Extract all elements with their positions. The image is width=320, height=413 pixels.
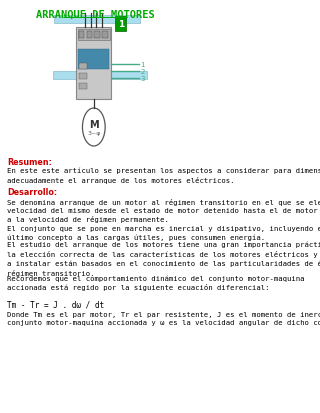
FancyBboxPatch shape [94,32,100,39]
Text: 1: 1 [140,62,145,68]
FancyBboxPatch shape [78,50,109,70]
Text: En este este artículo se presentan los aspectos a considerar para dimensionar
ad: En este este artículo se presentan los a… [7,168,320,183]
Text: 2: 2 [140,69,145,75]
Text: 3~φ: 3~φ [87,130,100,135]
Text: 3: 3 [140,76,145,82]
FancyBboxPatch shape [54,16,140,24]
FancyBboxPatch shape [102,32,108,39]
FancyBboxPatch shape [76,28,111,100]
Text: 1: 1 [117,20,124,29]
Circle shape [83,109,105,147]
Text: Tm - Tr = J . dω / dt: Tm - Tr = J . dω / dt [7,299,104,308]
FancyBboxPatch shape [87,32,92,39]
FancyBboxPatch shape [79,32,84,39]
FancyBboxPatch shape [79,64,87,70]
Text: Se denomina arranque de un motor al régimen transitorio en el que se eleva la
ve: Se denomina arranque de un motor al régi… [7,199,320,223]
Text: Recordemos que el comportamiento dinámico del conjunto motor-maquina
accionada e: Recordemos que el comportamiento dinámic… [7,274,305,290]
Text: Resumen:: Resumen: [7,158,52,166]
FancyBboxPatch shape [115,17,126,32]
Text: ARRANQUE DE MOTORES: ARRANQUE DE MOTORES [36,10,155,20]
FancyBboxPatch shape [52,72,147,80]
FancyBboxPatch shape [79,84,87,90]
FancyBboxPatch shape [78,30,110,41]
FancyBboxPatch shape [79,74,87,80]
Text: El conjunto que se pone en marcha es inercial y disipativo, incluyendo en este
ú: El conjunto que se pone en marcha es ine… [7,225,320,240]
Text: Donde Tm es el par motor, Tr el par resistente, J es el momento de inercia del
c: Donde Tm es el par motor, Tr el par resi… [7,311,320,325]
Text: Desarrollo:: Desarrollo: [7,188,57,197]
Text: El estudio del arranque de los motores tiene una gran importancia práctica, ya q: El estudio del arranque de los motores t… [7,242,320,276]
Text: M: M [89,120,99,130]
